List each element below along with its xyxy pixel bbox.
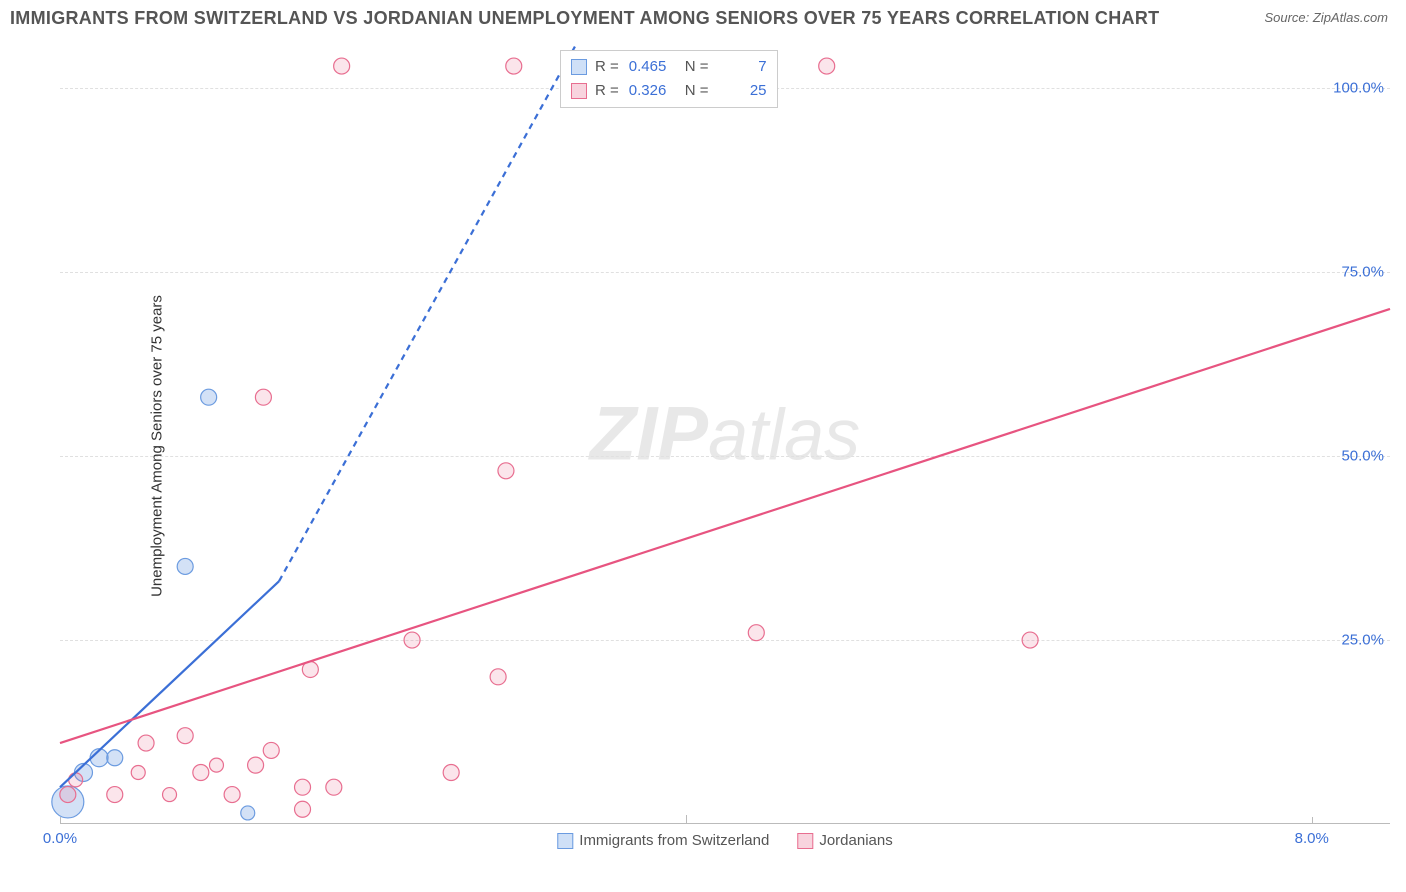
legend-r-label: R = [595, 79, 619, 103]
scatter-point [209, 758, 223, 772]
legend-swatch-blue [557, 833, 573, 849]
legend-top-row-0: R = 0.465 N = 7 [571, 55, 767, 79]
y-tick-label: 100.0% [1333, 80, 1384, 97]
scatter-point [69, 773, 83, 787]
scatter-point [490, 669, 506, 685]
legend-swatch-pink [797, 833, 813, 849]
x-tick-mark [60, 817, 61, 823]
legend-n-label: N = [685, 55, 709, 79]
legend-swatch-blue [571, 59, 587, 75]
scatter-point [107, 750, 123, 766]
scatter-point [241, 806, 255, 820]
scatter-point [60, 787, 76, 803]
x-tick-label: 0.0% [43, 830, 77, 847]
chart-svg [60, 44, 1390, 823]
chart-container: IMMIGRANTS FROM SWITZERLAND VS JORDANIAN… [0, 0, 1406, 892]
plot-area: ZIPatlas R = 0.465 N = 7 R = 0.326 N = 2… [60, 44, 1390, 824]
legend-top-row-1: R = 0.326 N = 25 [571, 79, 767, 103]
chart-title: IMMIGRANTS FROM SWITZERLAND VS JORDANIAN… [10, 8, 1159, 29]
scatter-point [506, 58, 522, 74]
scatter-point [1022, 632, 1038, 648]
regression-line [60, 309, 1390, 743]
legend-n-value: 7 [719, 55, 767, 79]
legend-n-value: 25 [719, 79, 767, 103]
legend-r-label: R = [595, 55, 619, 79]
scatter-point [163, 788, 177, 802]
source-label: Source: ZipAtlas.com [1264, 10, 1388, 25]
legend-r-value: 0.326 [629, 79, 677, 103]
scatter-point [295, 779, 311, 795]
legend-bottom-label: Immigrants from Switzerland [579, 832, 769, 849]
legend-bottom-item-1: Jordanians [797, 832, 892, 849]
legend-top: R = 0.465 N = 7 R = 0.326 N = 25 [560, 50, 778, 108]
legend-bottom-item-0: Immigrants from Switzerland [557, 832, 769, 849]
scatter-point [263, 742, 279, 758]
scatter-point [295, 801, 311, 817]
x-tick-label: 8.0% [1295, 830, 1329, 847]
regression-line [279, 44, 576, 581]
scatter-point [404, 632, 420, 648]
y-tick-label: 75.0% [1341, 264, 1384, 281]
scatter-point [498, 463, 514, 479]
legend-r-value: 0.465 [629, 55, 677, 79]
scatter-point [334, 58, 350, 74]
legend-bottom: Immigrants from Switzerland Jordanians [557, 832, 892, 849]
scatter-point [255, 389, 271, 405]
scatter-point [819, 58, 835, 74]
x-tick-mark [1312, 817, 1313, 823]
scatter-point [443, 764, 459, 780]
scatter-point [326, 779, 342, 795]
scatter-point [131, 765, 145, 779]
scatter-point [201, 389, 217, 405]
y-tick-label: 50.0% [1341, 448, 1384, 465]
legend-bottom-label: Jordanians [819, 832, 892, 849]
scatter-point [138, 735, 154, 751]
legend-swatch-pink [571, 83, 587, 99]
scatter-point [107, 787, 123, 803]
scatter-point [177, 728, 193, 744]
regression-line [60, 581, 279, 787]
scatter-point [748, 625, 764, 641]
scatter-point [248, 757, 264, 773]
scatter-point [193, 764, 209, 780]
x-tick-mark [686, 815, 687, 823]
y-tick-label: 25.0% [1341, 632, 1384, 649]
scatter-point [177, 558, 193, 574]
legend-n-label: N = [685, 79, 709, 103]
scatter-point [224, 787, 240, 803]
